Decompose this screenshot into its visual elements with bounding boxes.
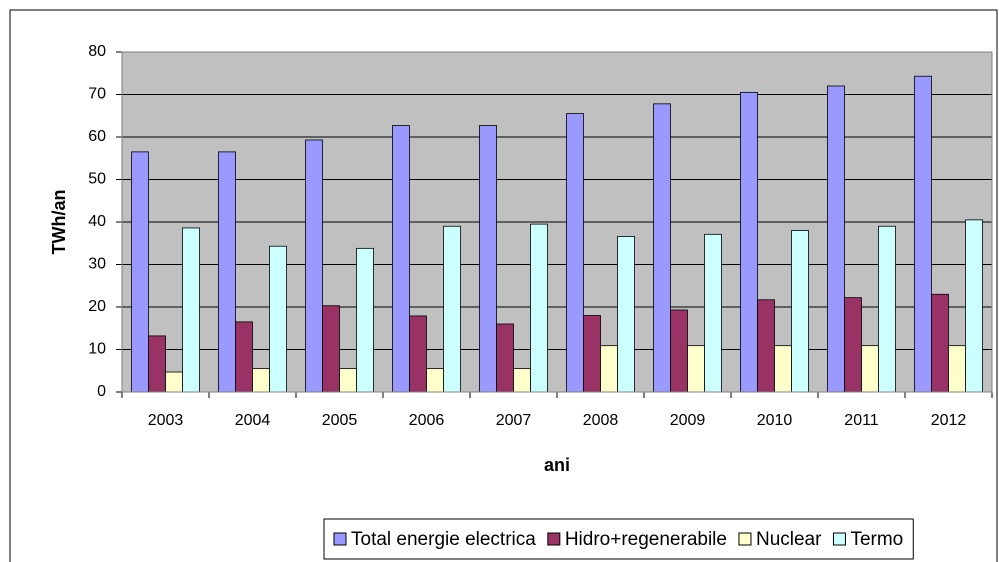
bar <box>878 225 896 393</box>
y-tick-label: 10 <box>88 341 106 358</box>
y-tick-label: 0 <box>97 383 106 400</box>
x-tick-label: 2007 <box>496 412 532 429</box>
bar <box>687 345 705 393</box>
bar <box>617 236 635 393</box>
y-tick-label: 20 <box>88 298 106 315</box>
legend-swatch <box>547 532 561 546</box>
bar <box>131 151 149 393</box>
bar <box>269 245 287 393</box>
bar <box>931 293 949 393</box>
bar <box>740 91 758 393</box>
bar <box>392 125 410 393</box>
bar <box>305 139 323 393</box>
y-tick-label: 40 <box>88 213 106 230</box>
x-tick-label: 2008 <box>583 412 619 429</box>
legend-label: Total energie electrica <box>351 529 536 550</box>
y-tick-label: 50 <box>88 171 106 188</box>
legend <box>323 518 914 560</box>
y-tick-label: 60 <box>88 128 106 145</box>
bar <box>218 151 236 393</box>
y-axis-title: TWh/an <box>49 190 69 255</box>
bar <box>583 315 601 393</box>
y-tick-label: 80 <box>88 43 106 60</box>
y-tick-label: 70 <box>88 86 106 103</box>
bar <box>914 75 932 393</box>
x-tick-label: 2003 <box>148 412 184 429</box>
x-tick-label: 2006 <box>409 412 445 429</box>
bar <box>339 368 357 393</box>
bar <box>443 225 461 393</box>
x-tick-label: 2011 <box>844 412 879 429</box>
bar <box>844 297 862 393</box>
x-tick-label: 2004 <box>235 412 271 429</box>
bar <box>530 223 548 393</box>
bar <box>704 233 722 393</box>
y-tick-label: 30 <box>88 256 106 273</box>
bar <box>965 219 983 393</box>
legend-swatch <box>738 532 752 546</box>
bar <box>479 125 497 393</box>
bar <box>409 315 427 393</box>
bar <box>948 345 966 393</box>
bar <box>426 368 444 393</box>
bar <box>356 247 374 393</box>
legend-swatch <box>333 532 347 546</box>
bar <box>670 309 688 393</box>
bar <box>861 345 879 393</box>
x-tick-label: 2012 <box>931 412 967 429</box>
bar <box>252 368 270 393</box>
bar <box>774 345 792 393</box>
x-tick-label: 2010 <box>757 412 793 429</box>
bar <box>791 230 809 393</box>
plot-frame <box>121 51 993 393</box>
bar <box>235 321 253 393</box>
bar <box>496 323 514 393</box>
bar <box>566 113 584 393</box>
x-tick-label: 2005 <box>322 412 358 429</box>
bar <box>827 85 845 393</box>
bar <box>653 103 671 393</box>
bar <box>757 299 775 393</box>
legend-label: Termo <box>850 529 903 550</box>
legend-swatch <box>832 532 846 546</box>
legend-label: Hidro+regenerabile <box>565 529 727 550</box>
bar <box>148 335 166 393</box>
bar <box>513 368 531 393</box>
x-axis-title: ani <box>544 455 570 475</box>
legend-label: Nuclear <box>756 529 822 550</box>
chart-frame <box>9 9 998 562</box>
bar <box>165 371 183 393</box>
x-tick-label: 2009 <box>670 412 706 429</box>
bar <box>322 305 340 393</box>
bar <box>600 345 618 393</box>
bar <box>182 227 200 393</box>
